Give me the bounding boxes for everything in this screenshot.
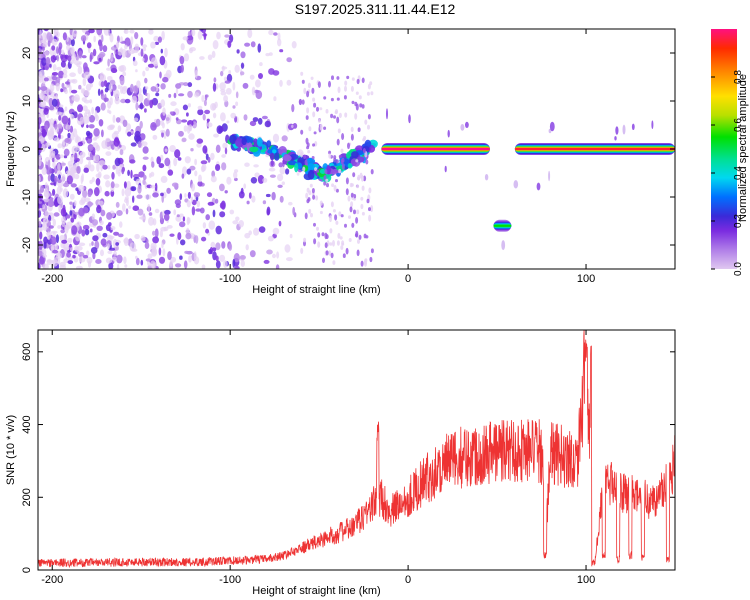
bottom-y-tick-label: 400 bbox=[21, 415, 33, 433]
top-y-tick-label: 20 bbox=[21, 47, 33, 59]
top-y-tick-label: 0 bbox=[21, 146, 33, 152]
top-y-tick-label: -20 bbox=[21, 237, 33, 253]
top-y-tick-label: -10 bbox=[21, 189, 33, 205]
snr-series-line bbox=[38, 330, 675, 569]
bottom-y-tick-label: 0 bbox=[21, 567, 33, 573]
bottom-x-axis-label: Height of straight line (km) bbox=[252, 585, 380, 597]
noise-field bbox=[38, 29, 304, 269]
top-x-tick-label: 0 bbox=[405, 273, 411, 285]
steady-tone bbox=[513, 120, 675, 191]
bottom-y-axis-label: SNR (10 * v/v) bbox=[5, 415, 17, 485]
bottom-y-tick-label: 600 bbox=[21, 343, 33, 361]
top-x-tick-label: 100 bbox=[577, 273, 595, 285]
colorbar-tick-label: 0.0 bbox=[733, 262, 744, 276]
colorbar bbox=[711, 29, 737, 269]
bottom-y-tick-label: 200 bbox=[21, 488, 33, 506]
colorbar-label: Normalized spectral amplitude bbox=[737, 74, 749, 222]
colorbar-tick-label: 0.6 bbox=[733, 118, 744, 132]
bottom-x-tick-label: 100 bbox=[577, 574, 595, 586]
top-x-tick-label: -100 bbox=[219, 273, 241, 285]
isolated-tone bbox=[493, 219, 512, 251]
top-x-tick-label: -200 bbox=[41, 273, 63, 285]
colorbar-tick-label: 0.4 bbox=[733, 166, 744, 180]
bottom-x-tick-label: -100 bbox=[219, 574, 241, 586]
bottom-x-tick-label: 0 bbox=[405, 574, 411, 586]
drifting-trace bbox=[227, 71, 378, 267]
chart-title: S197.2025.311.11.44.E12 bbox=[294, 1, 456, 17]
colorbar-tick-label: 0.8 bbox=[733, 70, 744, 84]
steady-tone bbox=[381, 108, 490, 181]
bottom-x-tick-label: -200 bbox=[41, 574, 63, 586]
colorbar-tick-label: 0.2 bbox=[733, 214, 744, 228]
top-y-tick-label: 10 bbox=[21, 95, 33, 107]
top-x-axis-label: Height of straight line (km) bbox=[252, 284, 380, 296]
spectrogram-area bbox=[38, 29, 675, 269]
bottom-plot-frame bbox=[37, 329, 676, 571]
top-y-axis-label: Frequency (Hz) bbox=[5, 111, 17, 187]
